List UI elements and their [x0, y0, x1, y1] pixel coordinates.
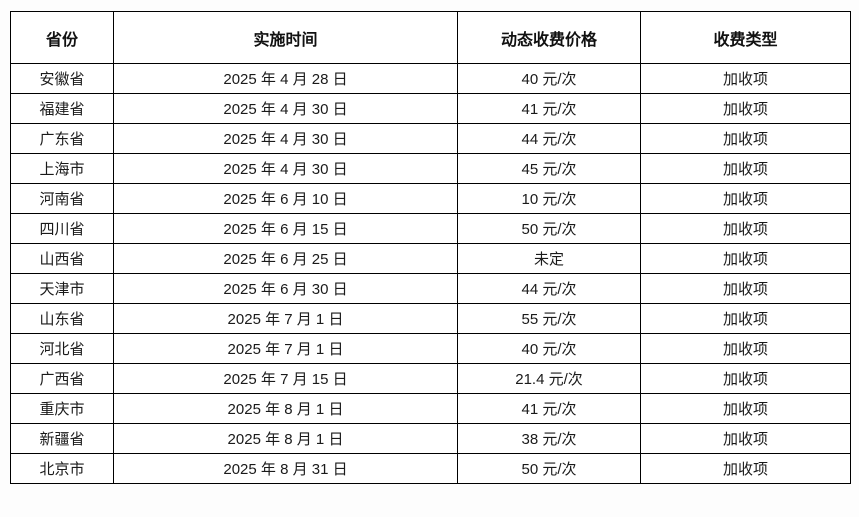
- cell-dynamic-fee-price: 44 元/次: [457, 123, 641, 154]
- cell-province: 新疆省: [10, 423, 114, 454]
- cell-fee-type: 加收项: [640, 303, 851, 334]
- cell-fee-type: 加收项: [640, 363, 851, 394]
- cell-province: 安徽省: [10, 63, 114, 94]
- cell-implementation-date: 2025 年 6 月 25 日: [113, 243, 458, 274]
- cell-fee-type: 加收项: [640, 423, 851, 454]
- table-row: 上海市 2025 年 4 月 30 日 45 元/次 加收项: [10, 153, 851, 184]
- cell-dynamic-fee-price: 41 元/次: [457, 93, 641, 124]
- cell-province: 四川省: [10, 213, 114, 244]
- table-row: 福建省 2025 年 4 月 30 日 41 元/次 加收项: [10, 93, 851, 124]
- cell-dynamic-fee-price: 50 元/次: [457, 453, 641, 484]
- cell-dynamic-fee-price: 41 元/次: [457, 393, 641, 424]
- cell-dynamic-fee-price: 10 元/次: [457, 183, 641, 214]
- cell-fee-type: 加收项: [640, 153, 851, 184]
- cell-province: 河南省: [10, 183, 114, 214]
- cell-fee-type: 加收项: [640, 333, 851, 364]
- cell-province: 广西省: [10, 363, 114, 394]
- cell-fee-type: 加收项: [640, 243, 851, 274]
- cell-implementation-date: 2025 年 7 月 1 日: [113, 333, 458, 364]
- cell-implementation-date: 2025 年 4 月 30 日: [113, 153, 458, 184]
- cell-fee-type: 加收项: [640, 273, 851, 304]
- table-row: 河南省 2025 年 6 月 10 日 10 元/次 加收项: [10, 183, 851, 214]
- table-row: 新疆省 2025 年 8 月 1 日 38 元/次 加收项: [10, 423, 851, 454]
- cell-province: 上海市: [10, 153, 114, 184]
- table-row: 四川省 2025 年 6 月 15 日 50 元/次 加收项: [10, 213, 851, 244]
- table-header: 省份 实施时间 动态收费价格 收费类型: [10, 11, 851, 64]
- cell-implementation-date: 2025 年 4 月 30 日: [113, 123, 458, 154]
- table-header-row: 省份 实施时间 动态收费价格 收费类型: [10, 11, 851, 64]
- cell-implementation-date: 2025 年 6 月 30 日: [113, 273, 458, 304]
- cell-fee-type: 加收项: [640, 393, 851, 424]
- cell-province: 北京市: [10, 453, 114, 484]
- cell-implementation-date: 2025 年 4 月 28 日: [113, 63, 458, 94]
- cell-dynamic-fee-price: 44 元/次: [457, 273, 641, 304]
- table-row: 北京市 2025 年 8 月 31 日 50 元/次 加收项: [10, 453, 851, 484]
- cell-province: 山西省: [10, 243, 114, 274]
- cell-province: 重庆市: [10, 393, 114, 424]
- cell-fee-type: 加收项: [640, 93, 851, 124]
- cell-implementation-date: 2025 年 6 月 10 日: [113, 183, 458, 214]
- table-row: 广东省 2025 年 4 月 30 日 44 元/次 加收项: [10, 123, 851, 154]
- cell-dynamic-fee-price: 55 元/次: [457, 303, 641, 334]
- cell-province: 福建省: [10, 93, 114, 124]
- cell-province: 山东省: [10, 303, 114, 334]
- cell-fee-type: 加收项: [640, 453, 851, 484]
- cell-fee-type: 加收项: [640, 183, 851, 214]
- cell-implementation-date: 2025 年 8 月 1 日: [113, 393, 458, 424]
- table-row: 广西省 2025 年 7 月 15 日 21.4 元/次 加收项: [10, 363, 851, 394]
- column-header-fee-type: 收费类型: [640, 11, 851, 64]
- pricing-table-container: 省份 实施时间 动态收费价格 收费类型 安徽省 2025 年 4 月 28 日 40…: [10, 11, 851, 484]
- cell-fee-type: 加收项: [640, 63, 851, 94]
- table-row: 安徽省 2025 年 4 月 28 日 40 元/次 加收项: [10, 63, 851, 94]
- cell-province: 广东省: [10, 123, 114, 154]
- cell-province: 天津市: [10, 273, 114, 304]
- cell-dynamic-fee-price: 21.4 元/次: [457, 363, 641, 394]
- cell-fee-type: 加收项: [640, 213, 851, 244]
- cell-province: 河北省: [10, 333, 114, 364]
- cell-dynamic-fee-price: 未定: [457, 243, 641, 274]
- table-row: 山西省 2025 年 6 月 25 日未定 加收项: [10, 243, 851, 274]
- table-row: 河北省 2025 年 7 月 1 日 40 元/次 加收项: [10, 333, 851, 364]
- cell-implementation-date: 2025 年 6 月 15 日: [113, 213, 458, 244]
- column-header-dynamic-fee-price: 动态收费价格: [457, 11, 641, 64]
- dynamic-fee-table: 省份 实施时间 动态收费价格 收费类型 安徽省 2025 年 4 月 28 日 40…: [10, 11, 851, 484]
- cell-dynamic-fee-price: 50 元/次: [457, 213, 641, 244]
- cell-implementation-date: 2025 年 7 月 1 日: [113, 303, 458, 334]
- table-body: 安徽省 2025 年 4 月 28 日 40 元/次 加收项 福建省 2025 年 4 月…: [10, 63, 851, 484]
- cell-implementation-date: 2025 年 4 月 30 日: [113, 93, 458, 124]
- cell-dynamic-fee-price: 38 元/次: [457, 423, 641, 454]
- cell-fee-type: 加收项: [640, 123, 851, 154]
- table-row: 重庆市 2025 年 8 月 1 日 41 元/次 加收项: [10, 393, 851, 424]
- table-row: 天津市 2025 年 6 月 30 日 44 元/次 加收项: [10, 273, 851, 304]
- cell-dynamic-fee-price: 40 元/次: [457, 333, 641, 364]
- column-header-province: 省份: [10, 11, 114, 64]
- table-row: 山东省 2025 年 7 月 1 日 55 元/次 加收项: [10, 303, 851, 334]
- cell-implementation-date: 2025 年 8 月 31 日: [113, 453, 458, 484]
- cell-dynamic-fee-price: 40 元/次: [457, 63, 641, 94]
- column-header-implementation-date: 实施时间: [113, 11, 458, 64]
- cell-dynamic-fee-price: 45 元/次: [457, 153, 641, 184]
- cell-implementation-date: 2025 年 7 月 15 日: [113, 363, 458, 394]
- cell-implementation-date: 2025 年 8 月 1 日: [113, 423, 458, 454]
